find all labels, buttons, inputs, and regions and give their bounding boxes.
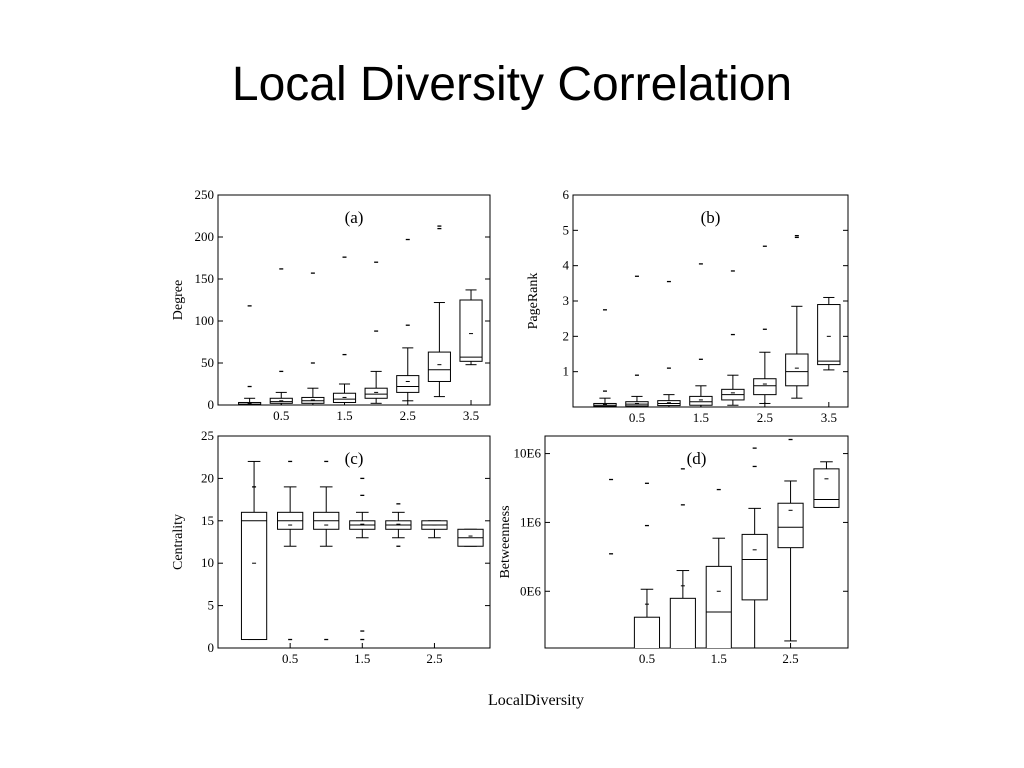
y-axis-label: PageRank [526, 273, 541, 330]
x-tick-label: 0.5 [629, 410, 645, 425]
y-tick-label: 25 [201, 428, 214, 443]
y-tick-label: 15 [201, 513, 214, 528]
y-axis-label: Degree [171, 280, 186, 320]
panel-label: (b) [701, 208, 721, 227]
box [813, 468, 840, 508]
y-axis-label: Betweenness [498, 505, 513, 578]
plot-frame [217, 194, 491, 406]
x-tick-label: 0.5 [273, 408, 289, 423]
panel: (a) Degree 0 50 100 150 200 250 0.5 1.5 2.5 3.5 [171, 187, 491, 423]
x-tick-label: 2.5 [426, 651, 442, 666]
y-tick-label: 10 [201, 555, 214, 570]
boxes [238, 225, 483, 405]
plot-frame [544, 435, 849, 649]
x-tick-label: 3.5 [463, 408, 479, 423]
y-tick-label: 5 [208, 598, 215, 613]
box [240, 511, 268, 641]
box [364, 387, 388, 399]
y-tick-label: 4 [563, 258, 570, 273]
box [817, 304, 841, 366]
panel: (b) PageRank 1 2 3 4 5 6 0.5 1.5 2.5 3.5 [526, 187, 849, 425]
x-tick-label: 2.5 [757, 410, 773, 425]
panel-label: (c) [345, 449, 364, 468]
x-tick-label: 1.5 [693, 410, 709, 425]
y-tick-label: 20 [201, 470, 214, 485]
panel: (d) Betweenness 0E6 1E6 10E6 0.5 1.5 2.5 [498, 435, 849, 666]
box [705, 565, 732, 648]
x-tick-label: 2.5 [782, 651, 798, 666]
boxes [593, 234, 841, 407]
box [427, 351, 451, 382]
plot-frame [217, 435, 491, 649]
box [633, 616, 661, 648]
box [459, 299, 483, 362]
y-tick-label: 1 [563, 364, 570, 379]
y-tick-label: 250 [195, 187, 215, 202]
y-tick-label: 1E6 [520, 514, 541, 529]
y-tick-label: 0E6 [520, 583, 541, 598]
x-tick-label: 0.5 [639, 651, 655, 666]
y-tick-label: 10E6 [514, 446, 542, 461]
x-tick-label: 3.5 [821, 410, 837, 425]
panel-label: (d) [687, 449, 707, 468]
x-tick-label: 0.5 [282, 651, 298, 666]
y-tick-label: 3 [563, 293, 570, 308]
boxes [240, 460, 484, 641]
slide-title: Local Diversity Correlation [232, 58, 792, 111]
box [689, 395, 713, 406]
y-tick-label: 100 [195, 313, 215, 328]
box [753, 378, 777, 396]
x-tick-label: 1.5 [711, 651, 727, 666]
box [396, 375, 420, 393]
y-tick-label: 50 [201, 355, 214, 370]
box [785, 353, 809, 387]
y-tick-label: 200 [195, 229, 215, 244]
boxes [609, 438, 840, 648]
x-axis-label: LocalDiversity [488, 692, 584, 709]
y-tick-label: 150 [195, 271, 215, 286]
y-tick-label: 2 [563, 328, 570, 343]
y-tick-label: 5 [563, 222, 570, 237]
y-tick-label: 0 [208, 397, 215, 412]
y-tick-label: 6 [563, 187, 570, 202]
x-tick-label: 1.5 [354, 651, 370, 666]
panel: (c) Centrality 0 5 10 15 20 25 0.5 1.5 2.5 [171, 428, 491, 666]
box [669, 597, 696, 648]
y-tick-label: 0 [208, 640, 215, 655]
x-tick-label: 1.5 [336, 408, 352, 423]
panel-label: (a) [345, 208, 364, 227]
box [741, 533, 768, 601]
x-tick-label: 2.5 [400, 408, 416, 423]
y-axis-label: Centrality [171, 514, 186, 570]
